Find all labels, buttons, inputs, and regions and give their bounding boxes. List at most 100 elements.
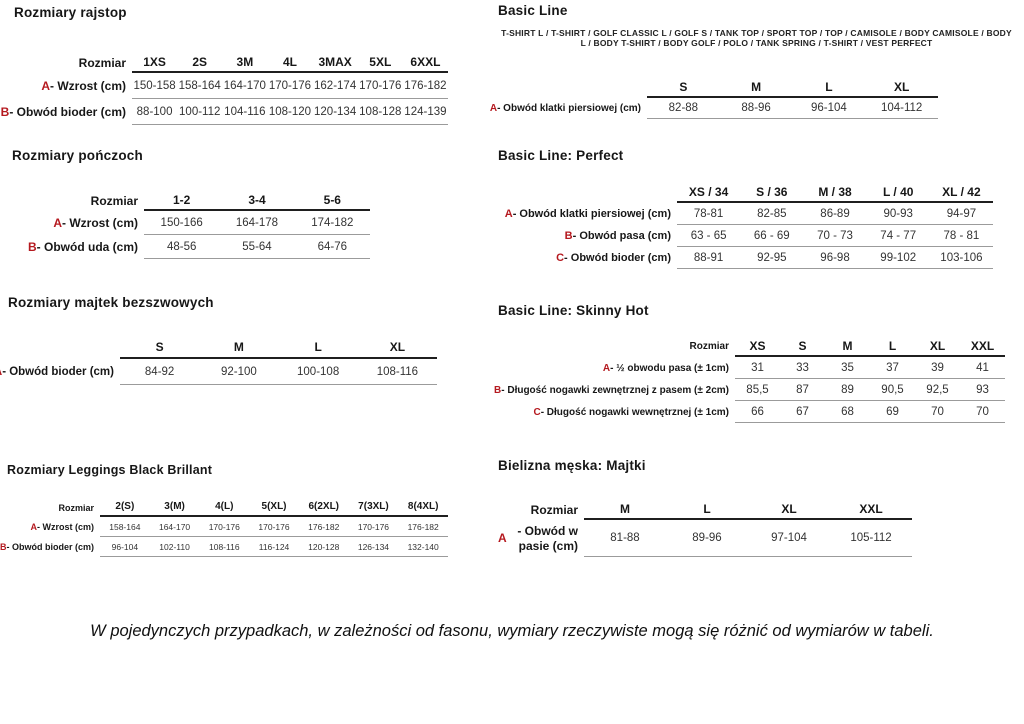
size-column-label: Rozmiar (58, 502, 94, 513)
table-title: Rozmiary majtek bezszwowych (8, 295, 214, 310)
column-header: 4L (282, 55, 297, 69)
cell-value: 94-97 (946, 207, 977, 220)
cell-value: 174-182 (311, 216, 354, 229)
cell-value: 105-112 (850, 532, 892, 544)
row-cells: 66 67 68 69 70 70 (735, 401, 1005, 423)
cell-value: 158-164 (178, 79, 221, 92)
size-table: Rozmiar 1XS 2S 3M 4L 3MAX 5XL 6XXL A - Wzrost (c… (1, 53, 448, 125)
size-column-label: Rozmiar (689, 341, 729, 352)
cell-value: 150-166 (160, 216, 203, 229)
cell-value: 108-116 (209, 541, 240, 552)
cell-value: 132-140 (407, 541, 439, 552)
cell-value: 99-102 (880, 251, 917, 264)
table-title: Rozmiary Leggings Black Brillant (7, 463, 213, 477)
cell-value: 176-182 (308, 521, 340, 532)
column-header: L (888, 338, 897, 353)
column-header: 5-6 (323, 192, 341, 207)
cell-value: 116-124 (258, 541, 290, 552)
column-header: 3M (236, 55, 254, 69)
table-row: B - Obwód bioder (cm) 96-104 102-110 108-11… (0, 537, 448, 557)
column-header: 4(L) (215, 501, 234, 512)
cell-value: 87 (796, 383, 809, 396)
cell-value: 37 (886, 361, 899, 374)
table-basic-line-skinny-hot: Basic Line: Skinny Hot Rozmiar XS S M L XL XXL… (494, 303, 1005, 423)
cell-value: 85,5 (746, 383, 769, 396)
cell-value: 82-85 (757, 207, 787, 220)
table-title: Basic Line (498, 3, 568, 18)
row-cells: 31 33 35 37 39 41 (735, 357, 1005, 379)
table-rozmiary-ponczoch: Rozmiary pończoch Rozmiar 1-2 3-4 5-6 A - Wz… (12, 148, 370, 259)
column-header: XL (929, 338, 946, 353)
column-header: 2S (192, 55, 208, 69)
cell-value: 104-112 (880, 102, 923, 114)
column-header: XL / 42 (942, 184, 981, 199)
cell-value: 78 - 81 (943, 229, 980, 242)
size-table: Rozmiar 1-2 3-4 5-6 A - Wzrost (cm) 150-166 16… (12, 190, 370, 259)
column-header: M (842, 338, 853, 353)
cell-value: 176-182 (407, 521, 439, 532)
column-header: 7(3XL) (358, 501, 389, 512)
row-letter: C (556, 252, 565, 264)
table-row: A - Obwód bioder (cm) 84-92 92-100 100-108 1… (0, 359, 437, 385)
row-letter: A (53, 216, 62, 230)
cell-value: 66 - 69 (753, 229, 790, 242)
header-cells: XS / 34 S / 36 M / 38 L / 40 XL / 42 (677, 182, 993, 203)
cell-value: 90,5 (881, 383, 904, 396)
cell-value: 88-91 (693, 251, 724, 264)
column-header: S (798, 338, 807, 353)
size-table: S M L XL A - Obwód bioder (cm) 84-92 92-100 100… (0, 337, 437, 385)
row-letter: B (494, 384, 502, 396)
cell-value: 92-100 (220, 365, 257, 378)
size-table: Rozmiar M L XL XXL A - Obwód w pasie (cm) 81-8… (498, 500, 912, 557)
row-label: B - Obwód uda (cm) (28, 240, 138, 254)
cell-value: 69 (886, 405, 899, 418)
cell-value: 81-88 (610, 532, 640, 544)
cell-value: 88-96 (741, 102, 771, 114)
size-column-label (498, 78, 647, 98)
cell-value: 96-104 (810, 102, 847, 114)
table-rozmiary-majtek-bezszwowych: Rozmiary majtek bezszwowych S M L XL A - Obw… (0, 295, 437, 385)
column-header: 3MAX (318, 55, 352, 69)
column-header: XS (749, 338, 766, 353)
table-row: C - Długość nogawki wewnętrznej (± 1cm) 6… (498, 401, 1005, 423)
header-cells: S M L XL (120, 337, 437, 359)
row-label: C - Obwód bioder (cm) (556, 252, 671, 264)
cell-value: 64-76 (317, 240, 348, 253)
table-row: A - Obwód klatki piersiowej (cm) 78-81 82-… (498, 203, 993, 225)
column-header: S / 36 (756, 184, 788, 199)
column-header: S (679, 80, 688, 94)
cell-value: 89 (841, 383, 854, 396)
size-table: Rozmiar XS S M L XL XXL A - ½ obwodu pasa (± 1c… (494, 336, 1005, 423)
row-cells: 84-92 92-100 100-108 108-116 (120, 359, 437, 385)
product-list-description: T-SHIRT L / T-SHIRT / GOLF CLASSIC L / G… (501, 28, 1012, 48)
column-header: 5XL (369, 55, 392, 69)
row-cells: 150-166 164-178 174-182 (144, 211, 370, 235)
cell-value: 108-120 (268, 105, 312, 118)
column-header: L (825, 80, 833, 94)
row-letter: A (498, 531, 507, 546)
cell-value: 96-104 (111, 541, 139, 552)
table-basic-line: Basic Line T-SHIRT L / T-SHIRT / GOLF CL… (489, 3, 1015, 119)
header-cells: M L XL XXL (584, 500, 912, 520)
column-header: L (314, 340, 322, 354)
cell-value: 164-170 (158, 521, 191, 532)
cell-value: 70 - 73 (817, 229, 853, 242)
cell-value: 162-174 (314, 79, 357, 92)
table-bielizna-meska-majtki: Bielizna męska: Majtki Rozmiar M L XL XXL A -… (498, 458, 912, 557)
row-letter: A (0, 366, 2, 378)
row-label: A - Obwód klatki piersiowej (cm) (489, 103, 641, 114)
header-cells: S M L XL (647, 78, 938, 98)
cell-value: 120-134 (314, 105, 357, 118)
cell-value: 104-116 (224, 105, 266, 118)
cell-value: 39 (931, 361, 944, 374)
table-header-row: Rozmiar XS S M L XL XXL (498, 336, 1005, 357)
table-title: Rozmiary pończoch (12, 148, 143, 163)
column-header: 5(XL) (261, 501, 287, 512)
row-cells: 82-88 88-96 96-104 104-112 (647, 98, 938, 119)
cell-value: 67 (796, 405, 809, 418)
table-title: Basic Line: Skinny Hot (498, 303, 649, 318)
column-header: 2(S) (115, 501, 135, 512)
column-header: XL (389, 340, 406, 354)
row-label: A - Obwód w pasie (cm) (498, 524, 578, 553)
cell-value: 102-110 (159, 541, 190, 552)
